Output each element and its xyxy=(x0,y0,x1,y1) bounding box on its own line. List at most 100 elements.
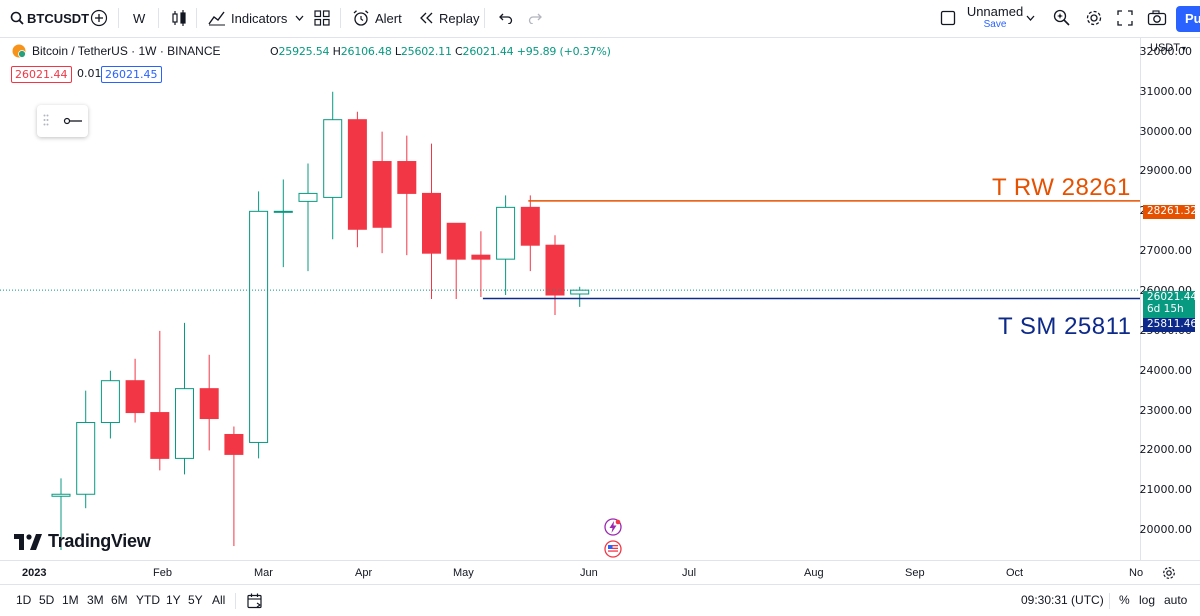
candle-body xyxy=(397,161,417,194)
calendar-range-icon[interactable] xyxy=(246,592,264,610)
axis-settings-icon[interactable] xyxy=(1162,566,1176,580)
horizontal-ray-icon[interactable] xyxy=(63,117,83,125)
utc-clock[interactable]: 09:30:31 (UTC) xyxy=(1021,593,1104,607)
square-icon xyxy=(940,10,956,26)
candle xyxy=(175,322,194,475)
candle xyxy=(249,191,269,459)
undo-icon xyxy=(497,12,513,24)
lightning-event-icon[interactable] xyxy=(604,518,622,541)
candle-body xyxy=(446,222,466,260)
quick-search-button[interactable] xyxy=(1052,0,1072,36)
time-label-2023: 2023 xyxy=(22,567,47,579)
candle-body xyxy=(150,412,170,459)
percent-toggle[interactable]: % xyxy=(1119,593,1130,607)
time-axis[interactable]: 2023 Feb Mar Apr May Jun Jul Aug Sep Oct… xyxy=(0,560,1200,584)
top-toolbar: BTCUSDT W Indicators Alert xyxy=(0,0,1200,38)
compare-symbol-button[interactable] xyxy=(90,0,108,36)
candle xyxy=(545,235,565,315)
us-flag-event-icon[interactable] xyxy=(604,540,622,563)
annotation-sm[interactable]: T SM 25811 xyxy=(998,313,1132,340)
candle-body xyxy=(471,254,491,260)
series-legend: Bitcoin / TetherUS · 1W · BINANCE xyxy=(12,44,221,58)
grid-icon xyxy=(314,10,330,26)
range-1m[interactable]: 1M xyxy=(62,593,79,607)
range-5y[interactable]: 5Y xyxy=(188,593,203,607)
currency-label: USDT xyxy=(1150,42,1180,54)
time-label-jul: Jul xyxy=(682,567,697,579)
candle-body xyxy=(76,422,96,495)
candle-body xyxy=(422,192,441,254)
annotation-rw[interactable]: T RW 28261 xyxy=(992,174,1131,201)
candle-body xyxy=(298,192,318,202)
fullscreen-button[interactable] xyxy=(1117,0,1133,36)
drag-handle-icon[interactable] xyxy=(43,114,49,126)
candle-body xyxy=(273,210,293,213)
range-6m[interactable]: 6M xyxy=(111,593,128,607)
undo-button[interactable] xyxy=(497,0,513,36)
layout-menu-button[interactable] xyxy=(1026,0,1035,36)
currency-selector[interactable]: USDT ▾ xyxy=(1150,42,1186,54)
buy-price-button[interactable]: 26021.45 xyxy=(101,66,162,83)
price-tick-label: 27000.00 xyxy=(1139,244,1193,258)
close-value: 26021.44 xyxy=(462,45,514,58)
price-chart xyxy=(0,91,1140,551)
open-value: 25925.54 xyxy=(278,45,330,58)
alert-button[interactable]: Alert xyxy=(352,0,402,36)
chart-type-button[interactable] xyxy=(171,0,187,36)
candle xyxy=(51,478,71,551)
time-label-jun: Jun xyxy=(580,567,598,579)
candle-body xyxy=(570,289,590,295)
log-toggle[interactable]: log xyxy=(1139,593,1156,607)
candle xyxy=(125,358,145,423)
bitcoin-logo-icon xyxy=(12,44,26,58)
price-tick-label: 24000.00 xyxy=(1139,363,1193,377)
floating-drawing-toolbar[interactable] xyxy=(37,105,88,137)
spread-value: 0.01 xyxy=(74,66,105,83)
range-1y[interactable]: 1Y xyxy=(166,593,181,607)
range-all[interactable]: All xyxy=(212,593,226,607)
price-tick-label: 23000.00 xyxy=(1139,403,1193,417)
last-price-tag: 26021.44 6d 15h xyxy=(1143,291,1197,318)
candle xyxy=(520,195,540,272)
range-5d[interactable]: 5D xyxy=(39,593,55,607)
time-label-may: May xyxy=(453,567,474,579)
layout-checkbox[interactable] xyxy=(940,0,956,36)
replay-button[interactable]: Replay xyxy=(419,0,479,36)
candle xyxy=(446,222,466,299)
interval-button[interactable]: W xyxy=(133,0,145,36)
watermark-text: TradingView xyxy=(48,531,151,551)
candle-body xyxy=(323,119,343,198)
interval-label: W xyxy=(133,10,146,26)
range-3m[interactable]: 3M xyxy=(87,593,104,607)
candle xyxy=(323,91,343,240)
templates-button[interactable] xyxy=(314,0,330,36)
fullscreen-icon xyxy=(1117,10,1133,26)
candle-body xyxy=(175,388,194,459)
candles-icon xyxy=(171,9,187,27)
snapshot-button[interactable] xyxy=(1147,0,1167,36)
price-tick-label: 29000.00 xyxy=(1139,164,1193,178)
price-tick-label: 32000.00 xyxy=(1139,44,1193,58)
search-icon xyxy=(10,11,24,25)
chart-pane[interactable] xyxy=(0,38,1140,560)
bottom-toolbar: 1D 5D 1M 3M 6M YTD 1Y 5Y All 09:30:31 (U… xyxy=(0,584,1200,616)
redo-button[interactable] xyxy=(528,0,544,36)
symbol-search-button[interactable]: BTCUSDT xyxy=(10,0,89,36)
series-title[interactable]: Bitcoin / TetherUS · 1W · BINANCE xyxy=(32,44,221,58)
indicators-button[interactable]: Indicators xyxy=(208,0,304,36)
layout-name-button[interactable]: Unnamed Save xyxy=(965,4,1025,30)
bar-countdown: 6d 15h xyxy=(1147,303,1184,315)
range-ytd[interactable]: YTD xyxy=(136,593,160,607)
candle xyxy=(199,354,219,451)
high-value: 26106.48 xyxy=(340,45,392,58)
auto-toggle[interactable]: auto xyxy=(1164,593,1188,607)
range-1d[interactable]: 1D xyxy=(16,593,32,607)
time-label-mar: Mar xyxy=(254,567,273,579)
toolbar-divider xyxy=(340,8,341,28)
settings-button[interactable] xyxy=(1085,0,1103,36)
price-tick-label: 22000.00 xyxy=(1139,443,1193,457)
sell-price-button[interactable]: 26021.44 xyxy=(11,66,72,83)
publish-button[interactable]: Pu xyxy=(1176,6,1200,32)
toolbar-divider xyxy=(118,8,119,28)
toolbar-divider xyxy=(484,8,485,28)
